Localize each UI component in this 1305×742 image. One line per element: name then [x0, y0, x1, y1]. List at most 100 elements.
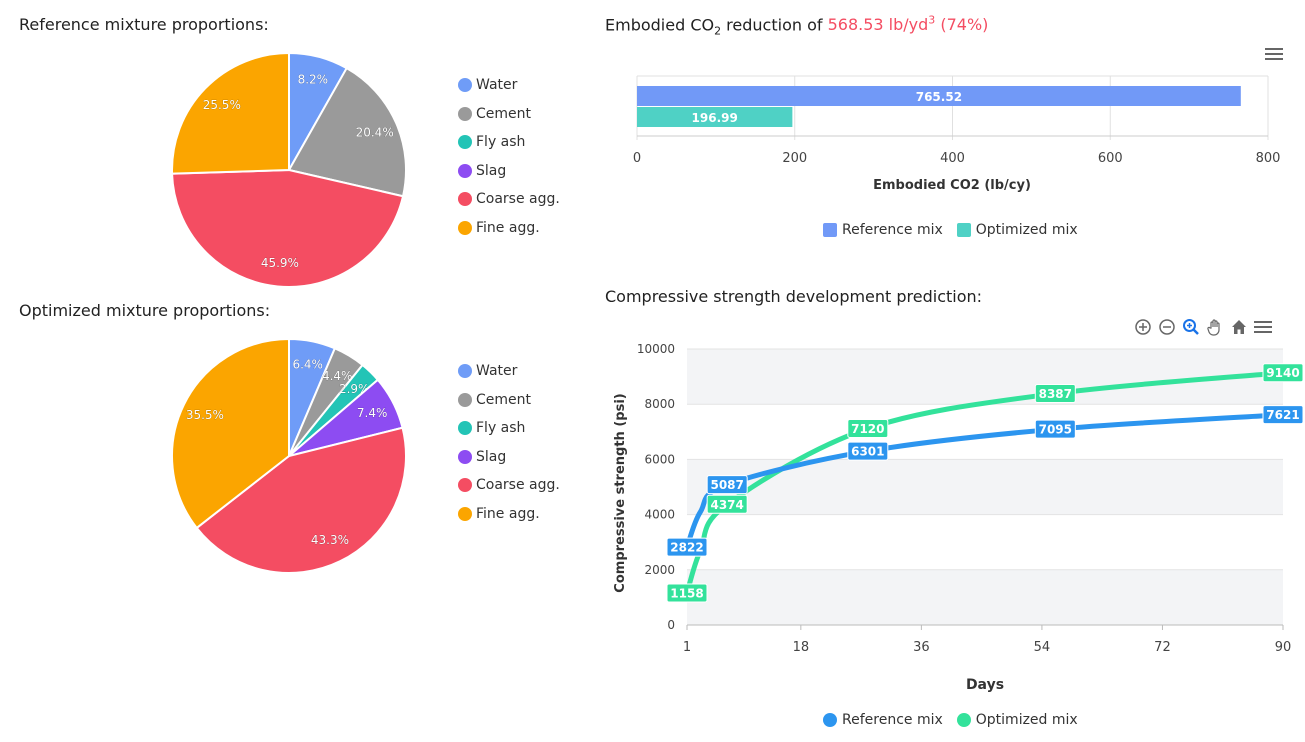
- x-tick-label: 400: [940, 151, 965, 166]
- pie-slice-label: 7.4%: [357, 406, 388, 420]
- legend-item-fine-agg[interactable]: Fine agg.: [458, 214, 560, 243]
- x-tick-label: 18: [793, 640, 810, 655]
- zoom-out-icon[interactable]: [1157, 317, 1177, 337]
- legend-marker: [458, 421, 472, 436]
- data-label-box: [706, 475, 748, 495]
- data-label-box: [666, 537, 708, 557]
- legend-item-coarse-agg[interactable]: Coarse agg.: [458, 185, 560, 214]
- strength-line-chart: 0 2000 4000 6000 8000 10000 1 18 36 54 72 90 Days Com…: [613, 342, 1304, 693]
- data-label-text: 1158: [670, 587, 703, 601]
- bar-reference-mix[interactable]: [637, 86, 1241, 106]
- x-tick-label: 36: [913, 640, 930, 655]
- optimized-pie-title: Optimized mixture proportions:: [19, 301, 271, 320]
- legend-label: Cement: [476, 391, 532, 408]
- strength-chart-menu-icon[interactable]: [1253, 317, 1273, 337]
- x-tick-label: 1: [683, 640, 691, 655]
- pie-slice-coarse-agg[interactable]: [195, 426, 407, 574]
- data-label-box: [1262, 363, 1304, 383]
- pie-slice-label: 4.4%: [322, 369, 353, 383]
- x-tick-label: 72: [1154, 640, 1171, 655]
- data-label: 7095: [1034, 419, 1076, 439]
- data-label: 9140: [1262, 363, 1304, 383]
- legend-optimized-mix[interactable]: Optimized mix: [956, 222, 1078, 238]
- legend-label: Fine agg.: [476, 505, 540, 522]
- x-tick-label: 0: [633, 151, 641, 166]
- optimized-pie-legend: Water Cement Fly ash Slag Coarse agg. Fine ag…: [458, 357, 560, 528]
- grid-band: [687, 514, 1283, 570]
- legend-item-slag[interactable]: Slag: [458, 157, 560, 186]
- y-tick-label: 0: [667, 618, 675, 632]
- reset-home-icon[interactable]: [1229, 317, 1249, 337]
- legend-marker: [458, 364, 472, 379]
- data-label-text: 7095: [1039, 423, 1072, 437]
- legend-label: Water: [476, 77, 518, 94]
- data-label: 8387: [1034, 384, 1076, 404]
- grid-band: [687, 404, 1283, 460]
- reference-pie-chart: 8.2% 20.4% 45.9% 25.5%: [171, 51, 407, 288]
- x-tick-label: 600: [1098, 151, 1123, 166]
- x-tick-label: 800: [1256, 151, 1281, 166]
- bar-value-label: 765.52: [916, 90, 962, 104]
- co2-title: Embodied CO2 reduction of 568.53 lb/yd3 …: [605, 14, 989, 38]
- y-tick-label: 4000: [644, 508, 675, 522]
- legend-marker: [458, 478, 472, 493]
- data-label-text: 6301: [851, 445, 884, 459]
- pan-hand-icon[interactable]: [1205, 317, 1225, 337]
- strength-chart-toolbar: [1133, 317, 1273, 337]
- legend-label: Fine agg.: [476, 219, 540, 236]
- legend-item-fine-agg[interactable]: Fine agg.: [458, 500, 560, 529]
- legend-item-water[interactable]: Water: [458, 357, 560, 386]
- legend-item-cement[interactable]: Cement: [458, 386, 560, 415]
- strength-title: Compressive strength development predict…: [605, 287, 983, 306]
- x-tick-label: 200: [782, 151, 807, 166]
- data-label-text: 8387: [1039, 387, 1072, 401]
- data-label-text: 7120: [851, 422, 884, 436]
- data-label: 5087: [706, 475, 748, 495]
- co2-chart-menu-icon[interactable]: [1265, 45, 1283, 60]
- legend-optimized-mix-line[interactable]: Optimized mix: [956, 712, 1078, 728]
- pie-slice-label: 8.2%: [298, 72, 329, 86]
- pie-slice-cement[interactable]: [287, 66, 407, 198]
- pie-slice-fine-agg[interactable]: [171, 51, 290, 175]
- legend-item-coarse-agg[interactable]: Coarse agg.: [458, 471, 560, 500]
- y-tick-label: 6000: [644, 452, 675, 466]
- pie-slice-label: 35.5%: [186, 408, 224, 422]
- legend-marker: [458, 192, 472, 207]
- legend-item-water[interactable]: Water: [458, 71, 560, 100]
- optimized-pie-chart: 6.4%4.4%2.9%7.4%43.3%35.5%: [171, 337, 407, 574]
- zoom-in-icon[interactable]: [1133, 317, 1153, 337]
- data-label-box: [666, 583, 708, 603]
- legend-marker: [458, 135, 472, 150]
- legend-marker: [458, 106, 472, 121]
- legend-item-fly-ash[interactable]: Fly ash: [458, 414, 560, 443]
- legend-label: Coarse agg.: [476, 477, 560, 494]
- legend-marker: [458, 449, 472, 464]
- data-label-box: [847, 418, 889, 438]
- legend-label: Cement: [476, 105, 532, 122]
- pie-slice-coarse-agg[interactable]: [171, 168, 405, 288]
- y-axis-title: Compressive strength (psi): [613, 393, 628, 592]
- legend-reference-mix-line[interactable]: Reference mix: [823, 712, 943, 728]
- zoom-select-icon[interactable]: [1181, 317, 1201, 337]
- y-tick-label: 2000: [644, 563, 675, 577]
- data-label: 4374: [706, 494, 748, 514]
- pie-slice-fine-agg[interactable]: [171, 337, 290, 530]
- bar-optimized-mix[interactable]: [637, 107, 793, 127]
- legend-item-cement[interactable]: Cement: [458, 100, 560, 129]
- pie-slice-label: 25.5%: [203, 98, 241, 112]
- pie-slice-label: 20.4%: [356, 125, 394, 139]
- y-tick-label: 8000: [644, 397, 675, 411]
- bar-value-label: 196.99: [692, 111, 738, 125]
- grid-band: [687, 569, 1283, 625]
- legend-item-fly-ash[interactable]: Fly ash: [458, 128, 560, 157]
- pie-slice-label: 43.3%: [311, 533, 349, 547]
- legend-label: Coarse agg.: [476, 191, 560, 208]
- data-label: 6301: [847, 441, 889, 461]
- legend-marker: [458, 506, 472, 521]
- legend-marker: [458, 220, 472, 235]
- legend-item-slag[interactable]: Slag: [458, 443, 560, 472]
- y-tick-label: 10000: [637, 342, 675, 356]
- data-label: 7621: [1262, 405, 1304, 425]
- legend-reference-mix[interactable]: Reference mix: [823, 222, 943, 238]
- legend-marker: [458, 78, 472, 93]
